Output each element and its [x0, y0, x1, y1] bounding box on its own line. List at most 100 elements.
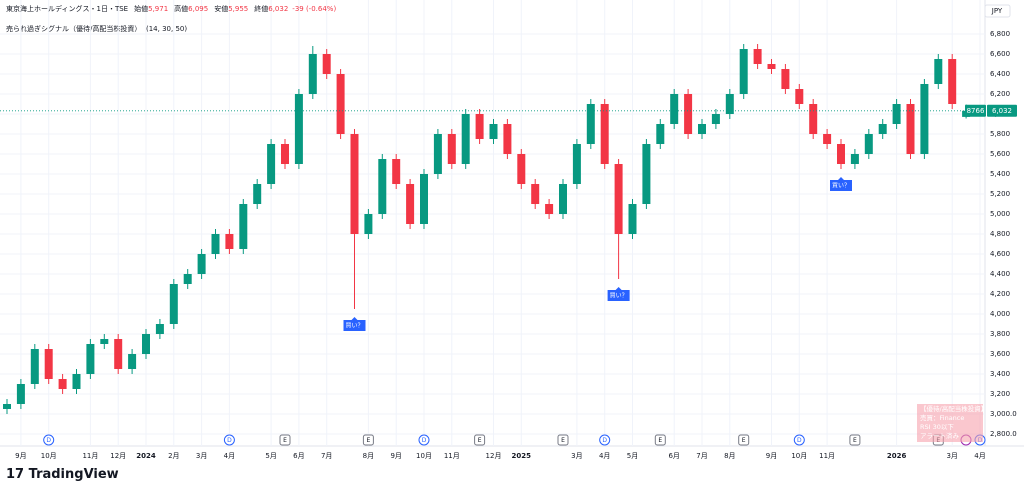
indicator-params: (14, 30, 50) [146, 25, 187, 33]
header-item: 6,032 [268, 5, 288, 13]
event-label: E [853, 437, 857, 444]
candle-body [753, 49, 762, 64]
header-item: 高値 [174, 4, 188, 13]
candle-body [503, 124, 512, 154]
x-tick-label: 4月 [224, 452, 235, 460]
y-tick-label: 6,800 [990, 30, 1010, 38]
candle-body [517, 154, 526, 184]
event-label: D [227, 437, 232, 444]
x-tick-label: 2026 [887, 452, 907, 460]
dividend-icon [43, 434, 55, 446]
y-tick-label: 3,800 [990, 330, 1010, 338]
candle-body [572, 144, 581, 184]
y-tick-label: 6,200 [990, 90, 1010, 98]
header-item: -39 (-0.64%) [292, 5, 336, 13]
candle-body [364, 214, 373, 234]
x-tick-label: 12月 [486, 452, 502, 460]
y-tick-label: 5,800 [990, 130, 1010, 138]
signal-label: 買い？ [832, 183, 850, 190]
candle-body [142, 334, 150, 354]
x-tick-label: 11月 [82, 452, 98, 460]
candle-body [322, 54, 331, 74]
event-label: E [658, 437, 662, 444]
candle-body [475, 114, 484, 139]
y-tick-label: 4,000 [990, 310, 1010, 318]
candle-body [58, 379, 67, 389]
candle-body [169, 284, 178, 324]
candle-body [906, 104, 915, 154]
x-tick-label: 3月 [571, 452, 582, 460]
header-item: 5,971 [148, 5, 168, 13]
signal-marker [607, 287, 630, 301]
candle-body [225, 234, 234, 249]
candle-body [16, 384, 25, 404]
indicator-name: 売られ過ぎシグナル（優待/高配当株投資） [6, 24, 141, 33]
candle-body [642, 144, 651, 204]
candle-body [239, 204, 248, 249]
y-tick-label: 3,600 [990, 350, 1010, 358]
header-item: 安値 [214, 4, 228, 13]
watermark-box [917, 404, 983, 442]
candle-body [461, 114, 470, 164]
candle-body [72, 374, 81, 389]
candle-body [489, 124, 498, 139]
x-tick-label: 4月 [599, 452, 610, 460]
candle-body [781, 69, 790, 89]
y-tick-label: 5,000 [990, 210, 1010, 218]
candle-body [3, 404, 11, 409]
candle-body [30, 349, 39, 384]
x-tick-label: 3月 [946, 452, 957, 460]
x-tick-label: 8月 [363, 452, 374, 460]
candle-body [559, 184, 567, 214]
x-tick-label: 10月 [41, 452, 57, 460]
header-item: 6,095 [188, 5, 208, 13]
y-tick-label: 3,000.0 [990, 410, 1017, 418]
x-tick-label: 2024 [136, 452, 156, 460]
candle-body [86, 344, 95, 374]
candle-body [795, 89, 804, 104]
x-tick-label: 10月 [416, 452, 432, 460]
x-tick-label: 5月 [265, 452, 276, 460]
candle-body [725, 94, 734, 114]
candle-body [447, 134, 456, 164]
signal-marker [343, 317, 366, 331]
candle-body [739, 49, 748, 94]
candle-body [155, 324, 164, 334]
candle-body [267, 144, 276, 184]
signal-label: 買い？ [345, 323, 363, 330]
event-label: E [283, 437, 287, 444]
event-label: E [367, 437, 371, 444]
x-tick-label: 9月 [766, 452, 777, 460]
earnings-icon [654, 434, 666, 446]
candle-body [406, 184, 415, 224]
signal-marker [830, 177, 852, 191]
candle-body [600, 104, 609, 164]
currency: JPY [991, 7, 1003, 15]
x-tick-label: 11月 [819, 452, 835, 460]
x-tick-label: 2025 [512, 452, 532, 460]
candle-body [420, 174, 428, 224]
y-tick-label: 4,200 [990, 290, 1010, 298]
y-tick-label: 5,400 [990, 170, 1010, 178]
earnings-icon [557, 434, 569, 446]
x-tick-label: 9月 [15, 452, 26, 460]
candle-body [294, 94, 303, 164]
earnings-icon [474, 434, 486, 446]
event-label: D [602, 437, 607, 444]
candle-body [211, 234, 220, 254]
candle-body [545, 204, 554, 214]
currency-box[interactable] [984, 4, 1011, 18]
candle-body [586, 104, 595, 144]
header-item: 5,955 [228, 5, 248, 13]
candle-body [197, 254, 206, 274]
dividend-icon [599, 434, 611, 446]
candle-body [892, 104, 901, 124]
header-item: 始値 [134, 4, 148, 13]
candle-body [920, 84, 929, 154]
watermark-text: アラート済み [920, 431, 960, 440]
event-label: D [797, 437, 802, 444]
candle-body [114, 339, 123, 369]
earnings-icon [362, 434, 374, 446]
last-price-box [987, 104, 1017, 117]
